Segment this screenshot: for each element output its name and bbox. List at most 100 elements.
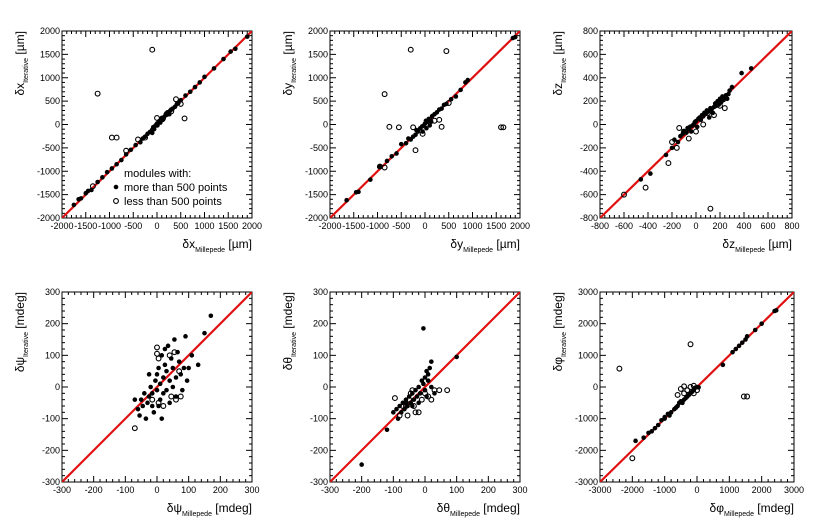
x-tick-label: 3000 bbox=[784, 485, 804, 495]
point-open bbox=[166, 352, 173, 359]
y-tick-label: -100 bbox=[310, 414, 328, 424]
point-open bbox=[445, 100, 452, 106]
point-filled bbox=[413, 132, 418, 138]
x-tick-label: 200 bbox=[481, 485, 496, 495]
point-open bbox=[407, 390, 414, 397]
point-filled bbox=[153, 378, 158, 383]
y-tick-label: 1500 bbox=[308, 49, 328, 59]
point-open bbox=[181, 115, 188, 122]
point-open bbox=[684, 387, 691, 394]
point-filled bbox=[170, 365, 176, 371]
point-open bbox=[171, 349, 178, 356]
data-points bbox=[616, 308, 779, 462]
y-tick-label: -2000 bbox=[305, 213, 328, 223]
y-axis-label: δθIterative [mdeg] bbox=[281, 292, 298, 370]
x-tick-label: 0 bbox=[694, 485, 699, 495]
point-filled bbox=[417, 391, 423, 396]
point-open bbox=[677, 385, 684, 392]
point-filled bbox=[394, 406, 399, 412]
point-filled bbox=[162, 362, 168, 368]
point-filled bbox=[186, 365, 191, 371]
point-filled bbox=[748, 66, 754, 71]
point-filled bbox=[181, 365, 187, 371]
point-filled bbox=[736, 343, 742, 349]
y-tick-label: -1000 bbox=[37, 166, 60, 176]
point-open bbox=[443, 48, 450, 55]
point-open bbox=[410, 124, 417, 131]
x-tick-label: 1500 bbox=[486, 221, 506, 231]
point-filled bbox=[739, 70, 744, 76]
point-filled bbox=[733, 346, 739, 352]
x-tick-label: -200 bbox=[663, 221, 681, 231]
point-open bbox=[381, 164, 388, 171]
x-tick-label: 100 bbox=[449, 485, 464, 495]
point-open bbox=[407, 46, 414, 53]
x-axis-label: δψMillepede [mdeg] bbox=[167, 501, 252, 518]
x-tick-label: -200 bbox=[353, 485, 371, 495]
x-tick-label: 200 bbox=[213, 485, 228, 495]
point-filled bbox=[172, 337, 177, 342]
point-filled bbox=[663, 152, 669, 158]
x-tick-label: -2000 bbox=[621, 485, 644, 495]
point-filled bbox=[421, 381, 426, 387]
point-filled bbox=[344, 197, 349, 203]
point-filled bbox=[359, 462, 364, 467]
legend-open-marker bbox=[113, 198, 119, 204]
point-filled bbox=[421, 326, 426, 331]
point-open bbox=[399, 403, 406, 409]
panel-z: -800 -600 -400 -200 0 200 400 600 800 -800 -600 -40… bbox=[551, 26, 800, 254]
point-open bbox=[673, 144, 680, 151]
y-tick-label: -2000 bbox=[575, 445, 598, 455]
point-filled bbox=[208, 313, 214, 319]
point-filled bbox=[398, 141, 404, 147]
point-open bbox=[391, 395, 398, 402]
y-tick-label: -2000 bbox=[37, 213, 60, 223]
y-tick-label: -400 bbox=[580, 166, 598, 176]
point-open bbox=[163, 111, 170, 118]
point-open bbox=[94, 90, 101, 97]
y-tick-label: 300 bbox=[45, 287, 60, 297]
legend: modules with: more than 500 points less th… bbox=[113, 168, 228, 208]
y-tick-label: -500 bbox=[42, 143, 60, 153]
point-open bbox=[629, 455, 636, 462]
point-filled bbox=[655, 422, 661, 428]
point-filled bbox=[669, 145, 675, 151]
point-open bbox=[621, 191, 627, 198]
x-tick-label: 0 bbox=[154, 485, 159, 495]
diagonal-line bbox=[62, 292, 252, 482]
point-open bbox=[690, 390, 697, 397]
point-filled bbox=[157, 381, 163, 387]
point-filled bbox=[439, 106, 444, 111]
x-tick-label: 500 bbox=[173, 221, 188, 231]
x-tick-label: -2000 bbox=[318, 221, 341, 231]
point-filled bbox=[202, 74, 207, 80]
point-filled bbox=[694, 124, 700, 130]
y-tick-label: -1500 bbox=[37, 190, 60, 200]
point-open bbox=[155, 399, 162, 406]
x-tick-label: 0 bbox=[422, 221, 427, 231]
point-open bbox=[173, 396, 179, 403]
x-tick-label: -400 bbox=[639, 221, 657, 231]
point-open bbox=[168, 108, 175, 115]
point-open bbox=[419, 130, 426, 137]
point-filled bbox=[149, 403, 155, 409]
point-open bbox=[444, 387, 451, 394]
y-tick-label: 100 bbox=[313, 350, 328, 360]
diagonal-line bbox=[330, 292, 520, 482]
point-filled bbox=[197, 80, 203, 85]
point-open bbox=[687, 384, 694, 390]
y-tick-label: 2000 bbox=[40, 26, 60, 36]
point-filled bbox=[119, 157, 124, 163]
point-filled bbox=[109, 166, 115, 171]
y-tick-label: -200 bbox=[310, 445, 328, 455]
x-tick-label: 600 bbox=[760, 221, 775, 231]
y-tick-label: -300 bbox=[310, 477, 328, 487]
x-tick-label: -1000 bbox=[98, 221, 121, 231]
diagonal-line bbox=[600, 31, 792, 218]
point-filled bbox=[410, 403, 415, 409]
point-filled bbox=[180, 387, 185, 393]
point-open bbox=[149, 396, 156, 403]
point-open bbox=[123, 147, 130, 154]
point-filled bbox=[422, 375, 428, 380]
point-filled bbox=[425, 378, 431, 383]
